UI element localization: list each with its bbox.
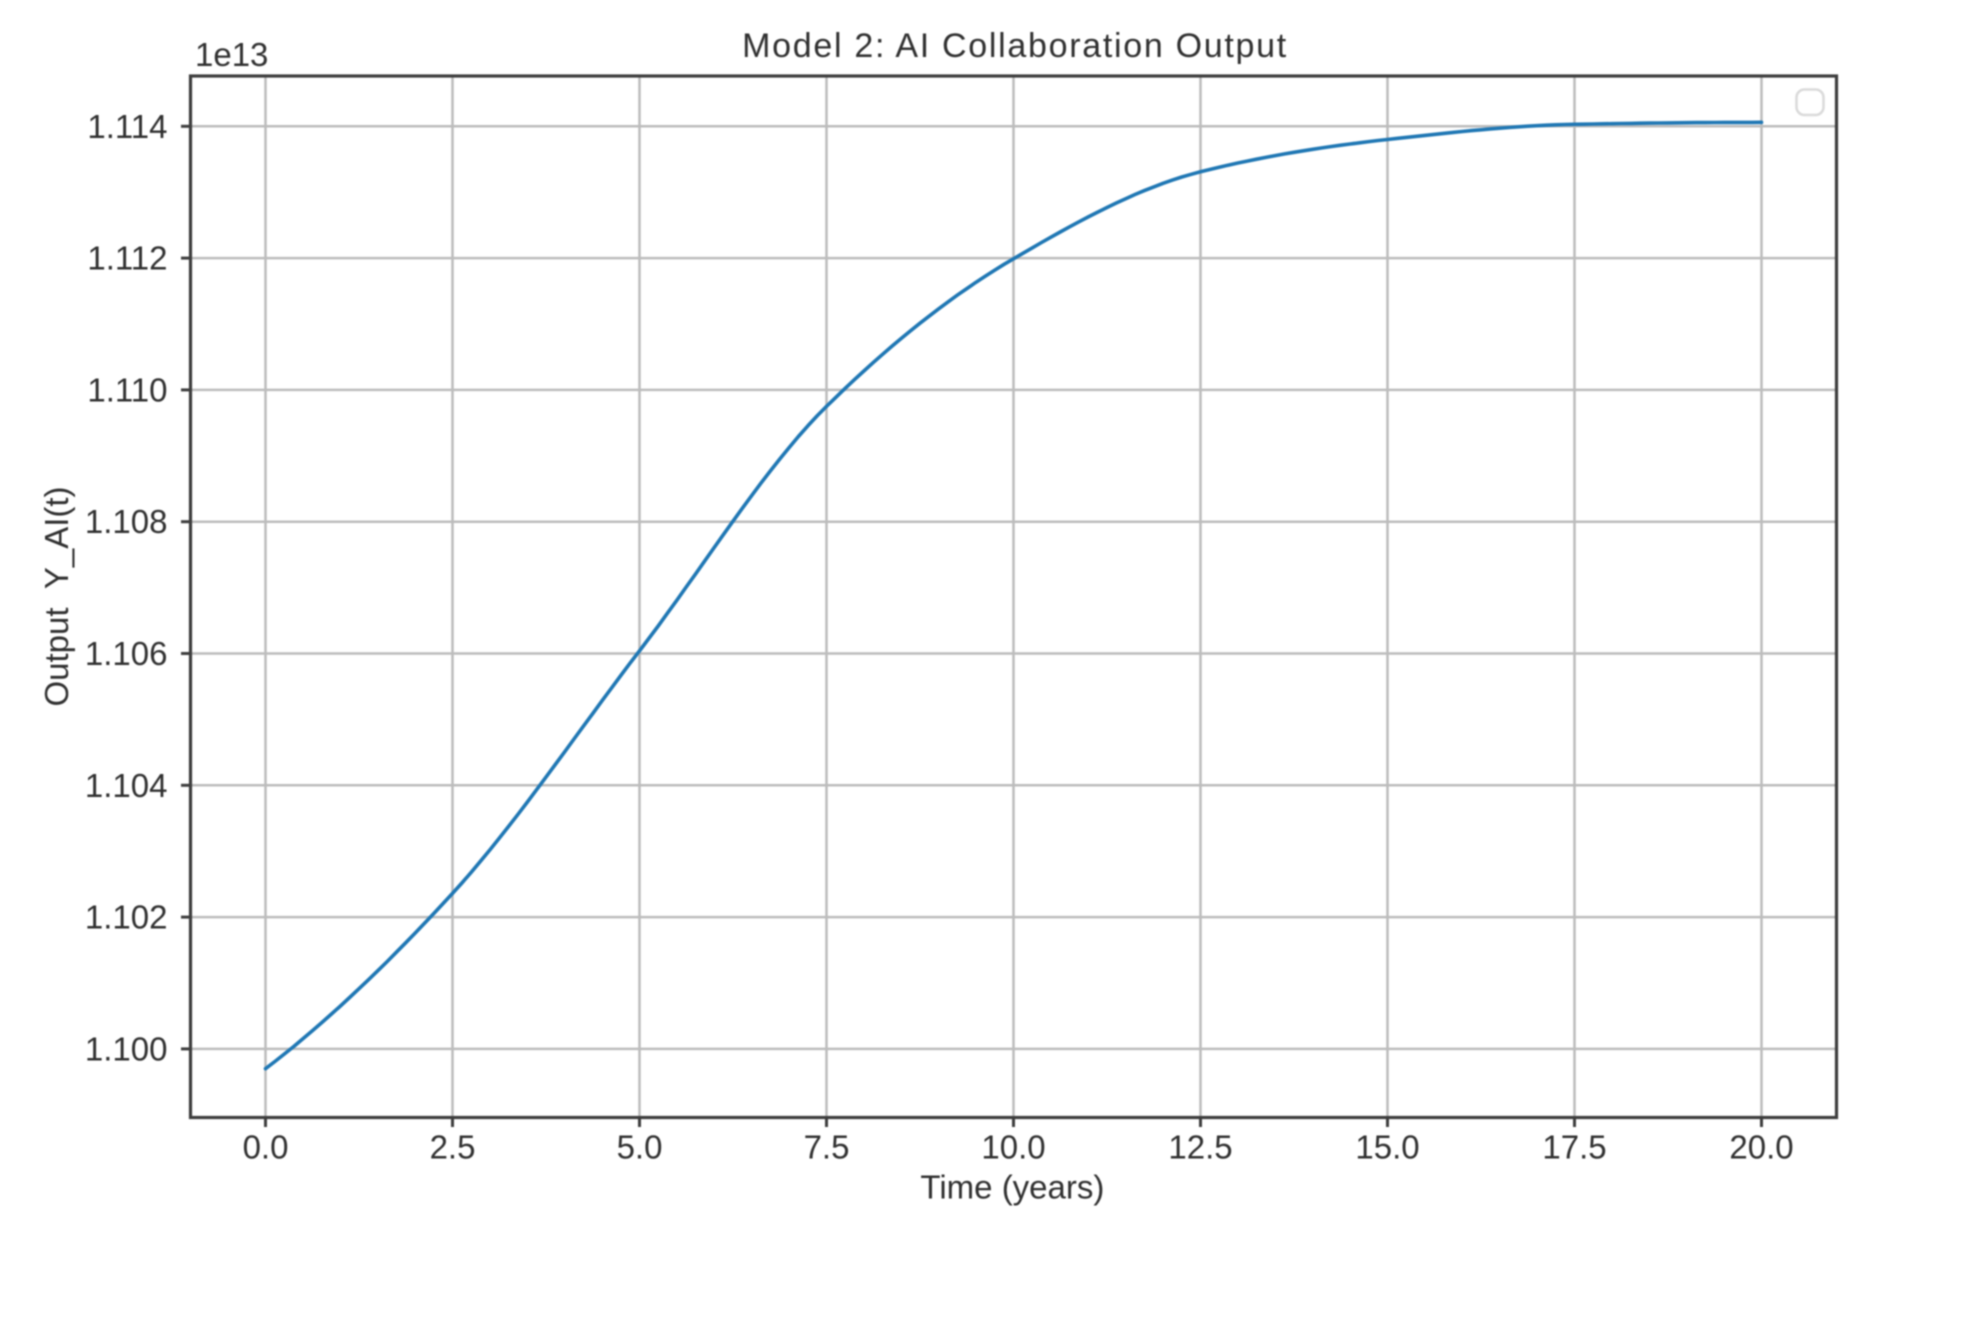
svg-text:1.106: 1.106 bbox=[85, 635, 168, 672]
svg-text:1.112: 1.112 bbox=[87, 240, 167, 277]
svg-text:2.5: 2.5 bbox=[430, 1129, 476, 1166]
svg-text:Output Y_AI(t): Output Y_AI(t) bbox=[38, 486, 75, 706]
svg-text:1.100: 1.100 bbox=[85, 1030, 168, 1067]
svg-text:Time (years): Time (years) bbox=[920, 1169, 1104, 1206]
svg-text:17.5: 17.5 bbox=[1542, 1129, 1606, 1166]
svg-text:1.104: 1.104 bbox=[85, 767, 168, 804]
svg-text:1.108: 1.108 bbox=[85, 503, 168, 540]
svg-text:10.0: 10.0 bbox=[981, 1129, 1045, 1166]
svg-text:1.110: 1.110 bbox=[87, 371, 167, 408]
svg-text:12.5: 12.5 bbox=[1168, 1129, 1232, 1166]
svg-text:15.0: 15.0 bbox=[1355, 1129, 1419, 1166]
svg-text:7.5: 7.5 bbox=[804, 1129, 850, 1166]
svg-text:1e13: 1e13 bbox=[195, 36, 268, 73]
svg-text:5.0: 5.0 bbox=[617, 1129, 663, 1166]
svg-text:1.102: 1.102 bbox=[85, 899, 168, 936]
svg-text:Model 2: AI Collaboration Outp: Model 2: AI Collaboration Output bbox=[742, 27, 1288, 65]
svg-text:1.114: 1.114 bbox=[87, 108, 167, 145]
svg-text:0.0: 0.0 bbox=[243, 1129, 289, 1166]
svg-text:20.0: 20.0 bbox=[1729, 1129, 1793, 1166]
